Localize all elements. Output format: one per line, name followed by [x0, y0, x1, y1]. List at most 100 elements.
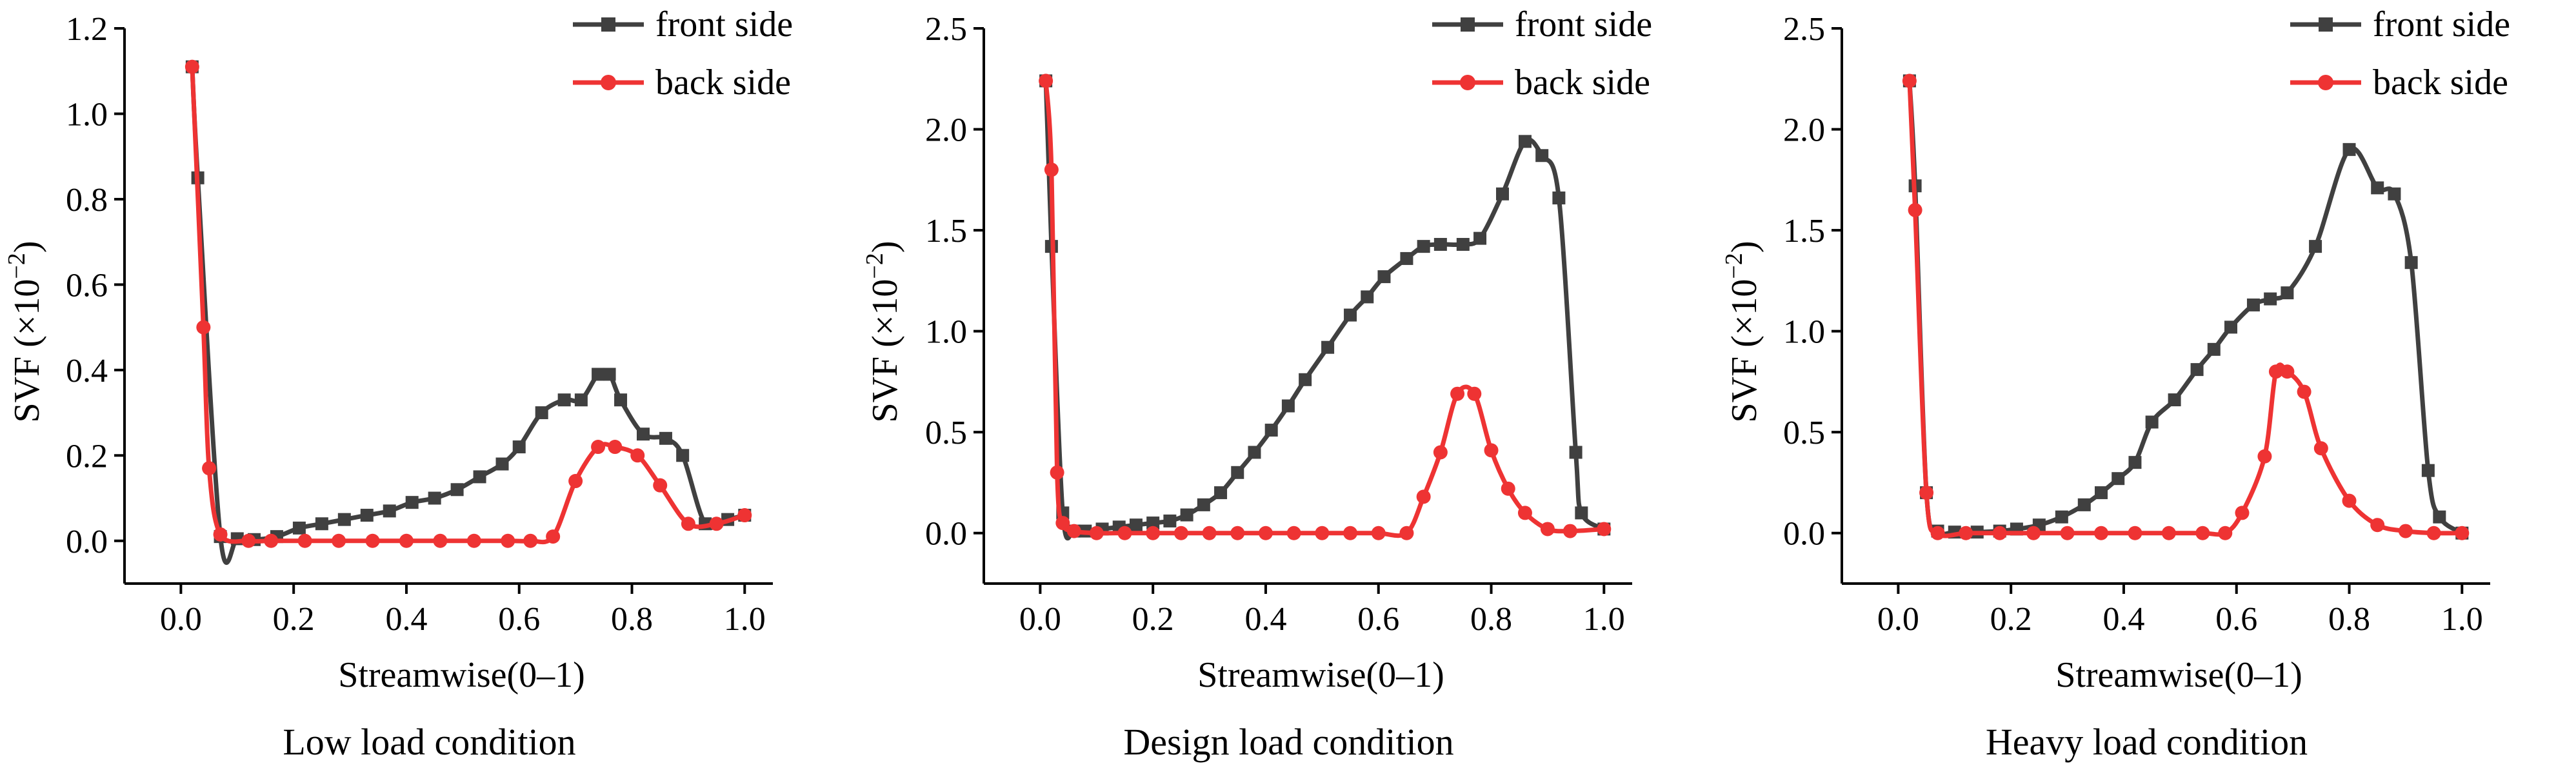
legend-label: front side [1515, 5, 1652, 44]
data-point [1597, 522, 1612, 536]
data-point [2224, 320, 2237, 334]
data-point [1496, 187, 1509, 201]
data-point [2371, 181, 2384, 195]
data-point [292, 521, 306, 535]
series-front-side [1039, 74, 1611, 541]
data-point [1343, 526, 1358, 540]
data-point [2128, 526, 2142, 540]
data-point [1180, 508, 1193, 522]
x-axis-title: Streamwise(0–1) [1197, 655, 1444, 695]
data-point [1417, 240, 1430, 253]
y-tick-label: 2.5 [925, 11, 967, 48]
data-point [2094, 526, 2108, 540]
data-point [1146, 526, 1161, 540]
y-axis-title-main: SVF (×10 [865, 279, 905, 423]
data-point [659, 431, 672, 445]
y-tick-label: 1.0 [1783, 314, 1825, 351]
data-point [637, 428, 650, 441]
data-point [383, 504, 396, 518]
y-axis-title-exponent: −2 [3, 253, 30, 279]
data-point [196, 320, 211, 335]
legend-marker [2319, 17, 2333, 32]
data-point [1563, 524, 1577, 538]
data-point [737, 508, 752, 523]
data-point [1433, 445, 1448, 460]
data-point [1371, 526, 1386, 540]
data-point [1552, 191, 1566, 204]
data-point [1501, 481, 1515, 496]
x-tick-label: 1.0 [1583, 601, 1625, 638]
data-point [315, 517, 328, 531]
x-tick-label: 0.8 [611, 601, 653, 638]
legend-entry-back-side: back side [573, 63, 791, 103]
y-tick-label: 2.0 [1783, 112, 1825, 149]
x-tick-label: 1.0 [724, 601, 766, 638]
y-axis-title-close: ) [1724, 241, 1764, 253]
data-point [1930, 526, 1945, 540]
data-point [574, 393, 588, 407]
y-tick-label: 0.5 [925, 415, 967, 451]
data-point [2313, 441, 2328, 456]
x-tick-label: 0.4 [385, 601, 427, 638]
series-back-side [1039, 74, 1612, 540]
data-point [2060, 526, 2075, 540]
x-tick-label: 0.8 [1470, 601, 1512, 638]
data-point [2218, 526, 2233, 540]
data-point [2190, 363, 2204, 377]
data-point [337, 513, 351, 526]
data-point [2235, 506, 2250, 520]
data-point [2426, 526, 2441, 540]
data-point [450, 483, 464, 497]
data-point [1202, 526, 1217, 540]
data-point [1517, 506, 1532, 520]
panel-caption: Heavy load condition [1986, 721, 2308, 763]
y-tick-label: 2.5 [1783, 11, 1825, 48]
data-point [1286, 526, 1301, 540]
data-point [681, 516, 695, 531]
y-axis-title-close: ) [865, 241, 905, 253]
data-point [2342, 493, 2357, 508]
data-point [1321, 340, 1335, 354]
data-point [1258, 526, 1273, 540]
data-point [2026, 526, 2041, 540]
panel-caption: Design load condition [1123, 721, 1453, 763]
data-point [1484, 443, 1499, 458]
data-point [1146, 516, 1160, 530]
data-point [501, 533, 515, 548]
data-point [2280, 364, 2295, 379]
data-point [365, 533, 380, 548]
data-point [428, 491, 441, 505]
data-point [2257, 449, 2272, 464]
y-axis-title-exponent: −2 [1721, 253, 1748, 279]
data-point [1050, 465, 1064, 480]
data-point [1467, 386, 1482, 401]
x-tick-label: 0.0 [1877, 601, 1919, 638]
x-tick-label: 0.4 [2102, 601, 2144, 638]
y-tick-label: 0.4 [66, 353, 108, 389]
data-point [1569, 446, 1583, 459]
x-axis-title: Streamwise(0–1) [338, 655, 585, 695]
y-tick-label: 1.0 [925, 314, 967, 351]
data-point [297, 533, 312, 548]
data-point [1959, 526, 1973, 540]
data-point [1433, 238, 1447, 251]
y-axis-title: SVF (×10−2) [1721, 241, 1764, 422]
legend-entry-back-side: back side [2290, 63, 2508, 103]
y-tick-label: 0.5 [1783, 415, 1825, 451]
data-point [1055, 516, 1070, 531]
data-point [1315, 526, 1330, 540]
panel-low-load: 0.0 0.2 0.4 0.6 0.8 1.0 0.0 0.2 0.4 0.6 0.8 1.0 1.2 S… [3, 5, 793, 763]
panel-heavy-load: 0.0 0.2 0.4 0.6 0.8 1.0 0.0 0.5 1.0 1.5 2.0 2.5 Stre… [1721, 5, 2510, 763]
data-point [2297, 384, 2311, 399]
data-point [653, 478, 668, 493]
legend-marker [2318, 75, 2333, 90]
x-tick-label: 0.0 [160, 601, 202, 638]
data-point [2077, 498, 2091, 511]
data-point [2055, 510, 2068, 524]
data-point [202, 461, 217, 476]
data-point [2433, 510, 2446, 524]
data-point [512, 440, 526, 454]
data-point [466, 533, 481, 548]
data-point [1575, 506, 1588, 520]
data-point [1230, 526, 1245, 540]
